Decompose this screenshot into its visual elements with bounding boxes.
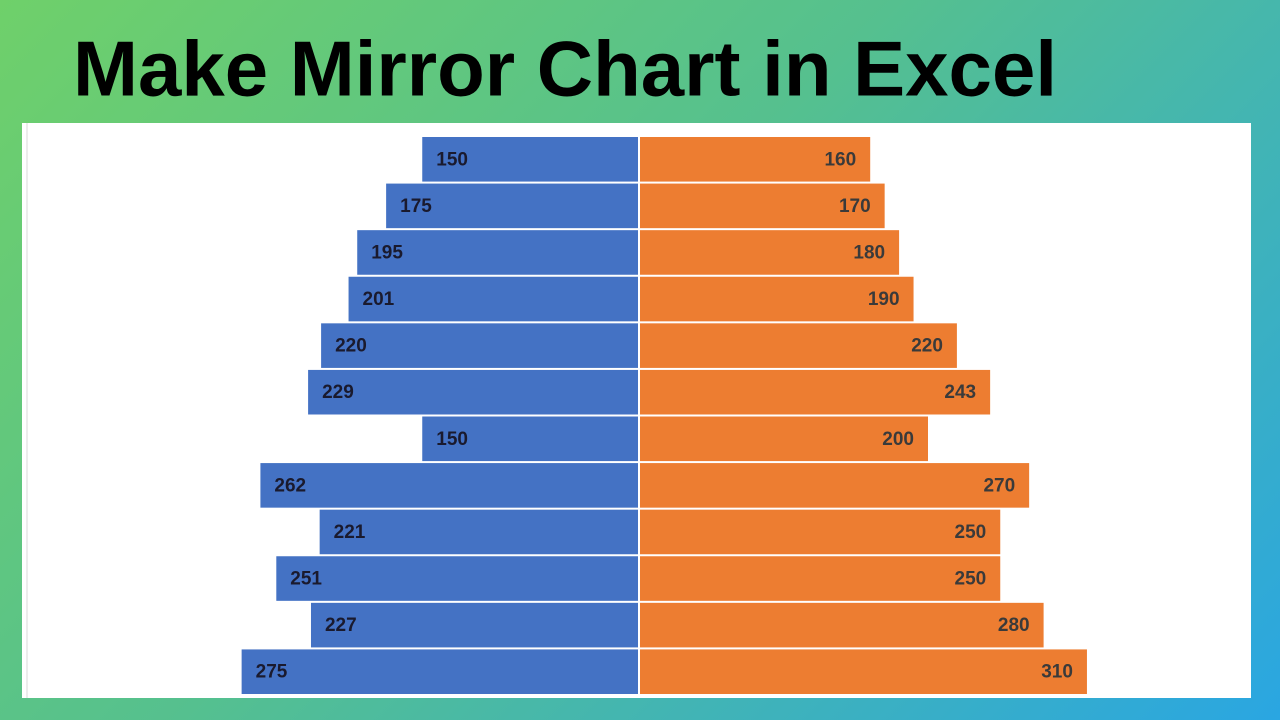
- data-label: 280: [998, 615, 1030, 636]
- bar: [640, 602, 1044, 648]
- bar: [310, 602, 638, 648]
- bar: [640, 463, 1030, 508]
- bar: [640, 137, 871, 182]
- data-label: 190: [868, 289, 900, 310]
- data-label: 227: [325, 615, 357, 636]
- data-label: 220: [911, 336, 943, 357]
- bar: [640, 556, 1001, 601]
- bar: [276, 556, 638, 601]
- data-label: 229: [322, 382, 354, 403]
- data-label: 221: [334, 522, 366, 543]
- data-label: 270: [983, 475, 1015, 496]
- data-label: 160: [824, 149, 856, 170]
- bar: [241, 649, 638, 694]
- bar: [640, 230, 900, 275]
- data-label: 243: [944, 382, 976, 403]
- data-label: 175: [400, 196, 432, 217]
- data-label: 220: [335, 336, 367, 357]
- bar: [308, 369, 638, 415]
- data-label: 200: [882, 429, 914, 450]
- data-label: 262: [274, 475, 306, 496]
- bar: [357, 230, 638, 275]
- data-label: 201: [363, 289, 395, 310]
- data-label: 180: [853, 242, 885, 263]
- bar: [321, 323, 638, 368]
- data-label: 150: [436, 149, 468, 170]
- data-label: 250: [955, 569, 987, 590]
- bar: [640, 509, 1001, 555]
- data-label: 170: [839, 196, 871, 217]
- data-label: 250: [955, 522, 987, 543]
- bar: [319, 509, 638, 555]
- bar: [640, 416, 928, 462]
- data-label: 195: [371, 242, 403, 263]
- data-label: 251: [290, 569, 322, 590]
- bar: [386, 183, 638, 229]
- bar: [348, 276, 638, 322]
- bar: [640, 276, 914, 322]
- data-label: 310: [1041, 662, 1073, 683]
- bar: [640, 183, 885, 229]
- bar: [640, 649, 1087, 694]
- bar: [422, 137, 638, 182]
- bar: [422, 416, 638, 462]
- chart-title: Make Mirror Chart in Excel: [73, 25, 1057, 113]
- bar: [260, 463, 638, 508]
- bar: [640, 369, 991, 415]
- bar: [640, 323, 957, 368]
- data-label: 275: [256, 662, 288, 683]
- data-label: 150: [436, 429, 468, 450]
